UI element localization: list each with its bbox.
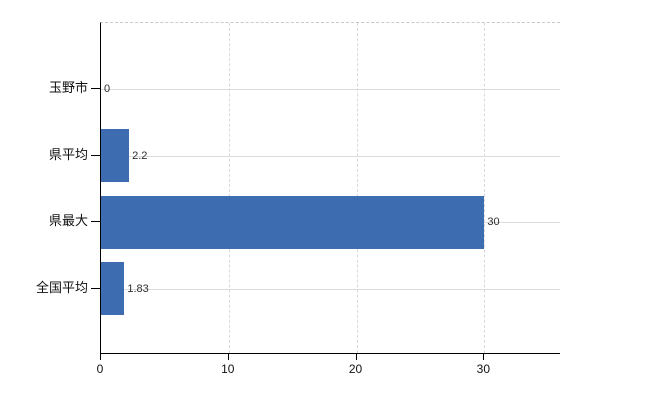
x-axis-tick-label: 0 <box>96 362 104 376</box>
x-axis-tick <box>227 354 229 360</box>
vertical-gridline <box>228 23 230 353</box>
horizontal-gridline <box>101 288 560 290</box>
vertical-gridline <box>356 23 358 353</box>
horizontal-gridline <box>101 89 560 91</box>
x-axis-tick <box>355 354 357 360</box>
x-axis-tick-label: 30 <box>476 362 491 376</box>
bar-県最大 <box>101 195 485 249</box>
plot-area: 0 2.2 30 1.83 <box>100 22 560 354</box>
value-label: 30 <box>487 216 500 229</box>
value-label: 0 <box>104 83 111 96</box>
category-tick <box>91 221 100 223</box>
bar-県平均 <box>101 129 130 183</box>
category-tick <box>91 88 100 90</box>
category-tick <box>91 287 100 289</box>
vertical-gridline <box>484 23 486 353</box>
value-label: 1.83 <box>127 282 149 295</box>
category-label: 県平均 <box>48 146 88 162</box>
x-axis-tick <box>100 354 101 360</box>
category-label: 玉野市 <box>48 80 88 96</box>
x-axis-tick-label: 10 <box>221 362 235 376</box>
horizontal-gridline <box>101 155 560 157</box>
x-axis-tick-label: 20 <box>348 362 363 376</box>
category-label: 全国平均 <box>35 279 88 295</box>
category-tick <box>91 154 100 156</box>
bar-全国平均 <box>101 262 125 316</box>
category-label: 県最大 <box>48 213 88 229</box>
value-label: 2.2 <box>132 149 148 162</box>
x-axis-tick <box>483 354 485 360</box>
